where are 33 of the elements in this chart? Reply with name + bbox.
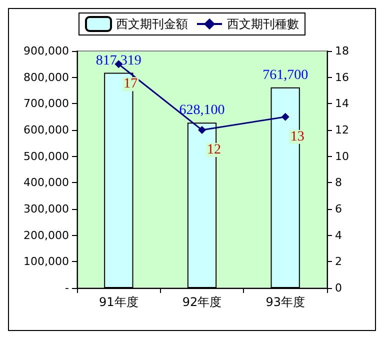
- point: [198, 126, 206, 134]
- data-label: 12: [207, 142, 221, 158]
- data-label: 761,700: [262, 68, 308, 83]
- data-label: 628,100: [179, 103, 225, 118]
- y2-tick-label: 16: [335, 70, 349, 84]
- y2-tick-label: 14: [335, 97, 349, 110]
- data-label: 817,319: [96, 53, 142, 68]
- y2-tick-label: 2: [335, 255, 342, 268]
- y-tick-label: 200,000: [24, 228, 69, 242]
- legend-label: 西文期刊種數: [227, 17, 299, 31]
- y2-tick-label: 8: [335, 176, 342, 190]
- y-tick-label: 400,000: [24, 176, 69, 190]
- y2-tick-label: 4: [335, 228, 342, 242]
- y-tick-label: 700,000: [24, 97, 69, 110]
- y-tick-label: 500,000: [24, 150, 69, 163]
- y-tick-label: 800,000: [24, 70, 69, 84]
- y-tick-label: 900,000: [24, 44, 69, 58]
- point: [281, 112, 290, 121]
- data-label: 17: [124, 76, 138, 92]
- y-tick-label: 600,000: [24, 124, 69, 136]
- data-label: 13: [290, 129, 304, 144]
- y-tick-label: -: [65, 282, 70, 294]
- x-tick-label: 91年度: [99, 295, 138, 309]
- y2-tick-label: 6: [335, 202, 342, 216]
- y-tick-label: 100,000: [24, 255, 69, 268]
- y2-tick-label: 18: [335, 44, 349, 58]
- y-tick-label: 300,000: [24, 202, 69, 216]
- y2-tick-label: 10: [335, 150, 349, 163]
- y2-tick-label: 12: [335, 124, 349, 136]
- x-tick-label: 92年度: [182, 295, 222, 309]
- y2-tick-label: 0: [335, 282, 342, 294]
- x-tick-label: 93年度: [266, 295, 305, 309]
- legend-label: 西文期刊金額: [116, 17, 188, 31]
